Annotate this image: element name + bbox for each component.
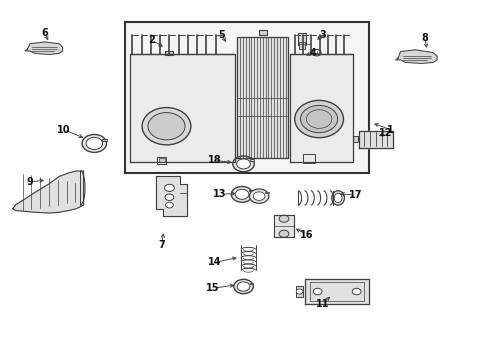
Text: 13: 13 xyxy=(213,189,226,199)
Bar xyxy=(297,33,306,45)
Bar xyxy=(264,192,268,193)
Polygon shape xyxy=(156,176,187,216)
Text: 14: 14 xyxy=(207,257,221,267)
Text: 6: 6 xyxy=(41,28,48,38)
Ellipse shape xyxy=(313,288,322,295)
Polygon shape xyxy=(13,171,83,213)
Polygon shape xyxy=(289,54,352,162)
Polygon shape xyxy=(130,54,234,162)
Text: 4: 4 xyxy=(309,48,316,58)
Polygon shape xyxy=(358,131,392,148)
Text: 17: 17 xyxy=(348,190,362,200)
Bar xyxy=(303,154,315,163)
Ellipse shape xyxy=(236,159,250,169)
Text: 9: 9 xyxy=(26,177,33,187)
Bar xyxy=(296,286,303,297)
Text: 5: 5 xyxy=(218,30,224,40)
Ellipse shape xyxy=(296,289,303,294)
Bar xyxy=(352,136,357,142)
Ellipse shape xyxy=(300,105,337,133)
Ellipse shape xyxy=(253,192,264,201)
Ellipse shape xyxy=(82,134,106,152)
Text: 2: 2 xyxy=(148,35,155,45)
Bar xyxy=(164,50,173,55)
Ellipse shape xyxy=(237,282,249,291)
Ellipse shape xyxy=(279,230,288,237)
Text: 8: 8 xyxy=(421,33,427,43)
Ellipse shape xyxy=(333,193,341,203)
Text: 3: 3 xyxy=(319,30,325,40)
Ellipse shape xyxy=(148,113,184,140)
Ellipse shape xyxy=(294,100,343,138)
Ellipse shape xyxy=(351,288,360,295)
Polygon shape xyxy=(25,42,62,54)
Text: 1: 1 xyxy=(386,125,393,135)
Text: 7: 7 xyxy=(158,239,164,249)
Polygon shape xyxy=(237,37,288,158)
Text: 11: 11 xyxy=(315,299,328,309)
Bar xyxy=(309,282,364,301)
Bar xyxy=(250,159,254,161)
Ellipse shape xyxy=(164,184,174,192)
Polygon shape xyxy=(273,215,294,237)
Text: 16: 16 xyxy=(300,230,313,239)
Bar xyxy=(125,22,368,173)
Ellipse shape xyxy=(142,108,190,145)
Ellipse shape xyxy=(249,189,268,203)
Ellipse shape xyxy=(231,186,252,202)
Ellipse shape xyxy=(86,137,102,149)
Text: 18: 18 xyxy=(207,155,221,165)
Text: 12: 12 xyxy=(378,129,392,138)
Ellipse shape xyxy=(165,202,173,208)
Polygon shape xyxy=(305,279,368,304)
Ellipse shape xyxy=(232,156,254,172)
Text: 15: 15 xyxy=(205,283,219,293)
Bar xyxy=(157,157,166,164)
Bar xyxy=(158,158,164,162)
Ellipse shape xyxy=(164,194,173,201)
Bar xyxy=(258,31,266,36)
Ellipse shape xyxy=(233,279,253,294)
Bar xyxy=(102,139,106,141)
Ellipse shape xyxy=(279,215,288,222)
Bar xyxy=(299,42,305,49)
Bar xyxy=(248,190,252,192)
Bar xyxy=(249,283,252,284)
Polygon shape xyxy=(395,50,436,63)
Ellipse shape xyxy=(331,191,344,205)
Text: 10: 10 xyxy=(57,125,71,135)
Ellipse shape xyxy=(235,189,248,199)
